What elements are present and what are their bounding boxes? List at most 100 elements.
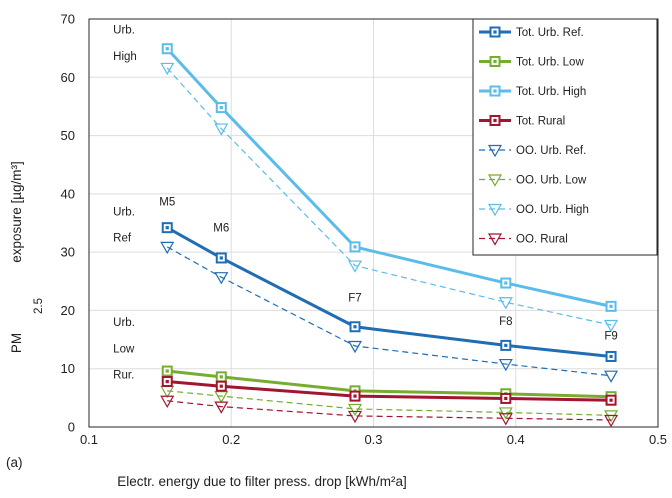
data-point [604,370,619,383]
group-label: Rur. [113,370,134,382]
data-point-center [353,394,357,398]
data-point-center [504,343,508,347]
y-tick-label: 40 [61,186,75,201]
x-tick-label: 0.3 [364,432,382,447]
x-tick-label: 0.5 [649,432,667,447]
legend-marker [487,144,503,158]
series-group [160,43,619,428]
series-oo-rural [160,395,619,428]
legend-entry: OO. Rural [479,233,568,246]
legend: Tot. Urb. Ref. Tot. Urb. Low Tot. Urb. Hig… [472,18,658,256]
data-point [347,340,363,354]
y-axis-label: PM 2.5 exposure [µg/m³] [9,161,45,353]
data-point-center [219,384,223,388]
point-label: M6 [213,223,229,235]
data-point [498,413,513,426]
x-tick-label: 0.1 [80,432,98,447]
data-point [160,395,175,408]
legend-label: Tot. Urb. High [516,86,586,98]
data-point [347,410,363,424]
y-tick-label: 10 [61,361,75,376]
series-line [166,67,612,326]
y-axis-label-prefix: PM [9,333,24,353]
series-line [167,400,612,421]
data-point-center [353,325,357,329]
legend-marker [487,203,503,217]
data-point-center [219,256,223,260]
data-point-center [165,369,169,373]
legend-marker [487,174,503,187]
data-point [604,414,619,428]
data-point-center [609,304,613,308]
y-tick-label: 0 [68,420,75,435]
data-point [347,403,363,417]
series-line [166,246,612,377]
panel-label: (a) [6,455,23,470]
data-point [498,358,513,372]
data-point [214,391,229,404]
legend-entry: Tot. Urb. Ref. [479,26,584,39]
data-point-center [165,379,169,384]
series-oo-urb-ref [160,241,619,383]
group-label: Urb. [113,317,135,329]
data-point [347,260,363,273]
legend-entry: OO. Urb. Ref. [479,144,586,158]
legend-marker-center [493,89,497,93]
legend-entry: OO. Urb. Low [479,174,587,187]
data-point [604,319,619,333]
legend-label: OO. Urb. Low [516,175,587,187]
point-label: F8 [499,316,512,328]
legend-label: OO. Urb. High [516,204,589,216]
group-label: Ref [113,233,132,245]
legend-entry: Tot. Urb. High [479,85,586,98]
legend-marker [487,233,503,246]
x-axis-label: Electr. energy due to filter press. drop… [117,474,407,489]
data-point [160,62,175,76]
legend-entry: Tot. Urb. Low [479,56,584,69]
legend-box [472,18,658,256]
data-point [214,401,229,414]
point-label: M5 [159,197,175,209]
group-label: Urb. [113,206,135,218]
point-label: F9 [604,331,617,343]
data-point-center [609,354,613,359]
data-point [214,272,229,285]
legend-label: Tot. Rural [516,116,565,128]
series-line [167,369,612,399]
legend-label: OO. Rural [516,234,568,246]
data-point-center [504,281,508,285]
group-label: High [113,51,137,63]
legend-marker-center [493,118,497,123]
y-tick-label: 20 [61,303,75,318]
data-point [214,123,229,136]
series-tot-rural [161,376,617,406]
y-tick-label: 70 [61,12,75,27]
legend-label: OO. Urb. Ref. [516,145,586,157]
x-tick-label: 0.4 [507,432,525,447]
data-point-center [165,47,169,51]
y-tick-label: 60 [61,70,75,85]
data-point [160,241,175,255]
group-label: Low [113,343,135,355]
data-point-center [219,375,223,379]
point-label: F7 [348,293,361,305]
legend-entry: OO. Urb. High [479,203,589,217]
y-axis-label-subscript: 2.5 [33,298,45,314]
data-point-center [504,396,508,401]
data-point [498,297,513,310]
legend-label: Tot. Urb. Low [516,57,584,69]
data-point-center [609,398,613,402]
annotations: M5 M6 F7 F8 F9 Urb. High Urb. Ref Urb. Low Rur. [113,25,618,382]
legend-entry: Tot. Rural [479,115,565,128]
series-tot-urb-ref [161,222,617,362]
x-tick-label: 0.2 [222,432,240,447]
y-tick-label: 30 [61,245,75,260]
data-point-center [353,245,357,249]
legend-marker-center [493,59,497,64]
group-label: Urb. [113,25,135,37]
axis-ticks: 0.1 0.2 0.3 0.4 0.5 0 10 20 30 40 50 60 70 [61,12,668,448]
series-tot-urb-high [161,43,617,312]
legend-label: Tot. Urb. Ref. [516,27,584,39]
y-axis-label-suffix: exposure [µg/m³] [9,161,24,263]
legend-marker-center [493,30,497,34]
